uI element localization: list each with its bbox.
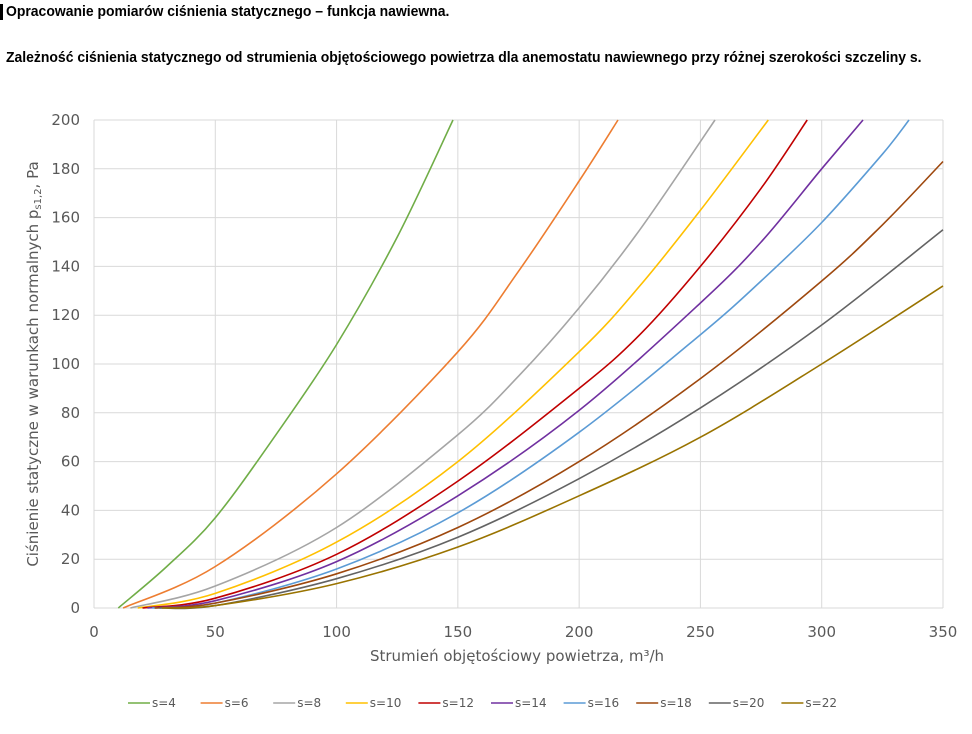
- legend-label: s=22: [805, 696, 837, 710]
- x-tick-label: 350: [929, 623, 958, 641]
- y-axis-title: Ciśnienie statyczne w warunkach normalny…: [24, 161, 44, 566]
- y-tick-label: 160: [51, 209, 80, 227]
- legend-item-s-20: s=20: [708, 696, 765, 710]
- legend-item-s-10: s=10: [345, 696, 402, 710]
- series-line-s-16: [152, 119, 910, 609]
- chart-legend: s=4 s=6 s=8 s=10 s=12 s=14 s=16 s=18 s=20 s=22: [128, 696, 837, 710]
- x-tick-label: 100: [322, 623, 351, 641]
- legend-item-s-6: s=6: [200, 696, 249, 710]
- legend-item-s-18: s=18: [636, 696, 692, 710]
- x-tick-label: 150: [444, 623, 473, 641]
- y-tick-label: 80: [61, 404, 80, 422]
- series-line-s-20: [159, 229, 944, 610]
- legend-label: s=12: [442, 696, 474, 710]
- legend-label: s=8: [297, 696, 321, 710]
- x-tick-label: 250: [686, 623, 715, 641]
- x-tick-label: 200: [565, 623, 594, 641]
- chart-grid: [93, 119, 944, 609]
- legend-label: s=10: [370, 696, 402, 710]
- y-tick-label: 40: [61, 501, 80, 519]
- legend-label: s=6: [225, 696, 249, 710]
- series-line-s-12: [142, 119, 808, 609]
- legend-item-s-4: s=4: [128, 696, 176, 710]
- x-axis-title: Strumień objętościowy powietrza, m³/h: [370, 647, 664, 665]
- series-line-s-22: [161, 285, 944, 609]
- x-tick-label: 50: [206, 623, 225, 641]
- series-line-s-8: [130, 119, 716, 609]
- y-axis-ticks: 0 20 40 60 80 100 120 140 160 180 200: [51, 111, 80, 617]
- legend-item-s-22: s=22: [781, 696, 837, 710]
- series-line-s-4: [117, 119, 454, 609]
- legend-label: s=20: [733, 696, 765, 710]
- y-tick-label: 0: [70, 599, 80, 617]
- legend-label: s=16: [588, 696, 620, 710]
- legend-label: s=18: [660, 696, 692, 710]
- legend-item-s-14: s=14: [491, 696, 547, 710]
- y-axis-title-main: Ciśnienie statyczne w warunkach normalny…: [24, 210, 42, 567]
- heading-marker: [0, 4, 3, 20]
- y-tick-label: 60: [61, 453, 80, 471]
- series-line-s-18: [154, 160, 944, 609]
- chart-subtitle: Zależność ciśnienia statycznego od strum…: [6, 49, 922, 66]
- y-tick-label: 200: [51, 111, 80, 129]
- page-heading: Opracowanie pomiarów ciśnienia statyczne…: [6, 3, 450, 20]
- y-tick-label: 180: [51, 160, 80, 178]
- y-axis-title-sub: s1,2: [33, 188, 44, 209]
- series-lines: [117, 119, 944, 610]
- y-tick-label: 140: [51, 257, 80, 275]
- series-line-s-10: [137, 119, 769, 609]
- x-tick-label: 300: [807, 623, 836, 641]
- y-tick-label: 20: [61, 550, 80, 568]
- y-tick-label: 120: [51, 306, 80, 324]
- y-tick-label: 100: [51, 355, 80, 373]
- x-tick-label: 0: [89, 623, 99, 641]
- series-line-s-6: [122, 119, 619, 609]
- legend-label: s=4: [152, 696, 176, 710]
- legend-item-s-16: s=16: [563, 696, 620, 710]
- legend-label: s=14: [515, 696, 547, 710]
- y-axis-title-suffix: , Pa: [24, 161, 42, 188]
- series-line-s-14: [147, 119, 864, 609]
- legend-item-s-8: s=8: [273, 696, 321, 710]
- legend-item-s-12: s=12: [418, 696, 474, 710]
- x-axis-ticks: 0 50 100 150 200 250 300 350: [89, 623, 957, 641]
